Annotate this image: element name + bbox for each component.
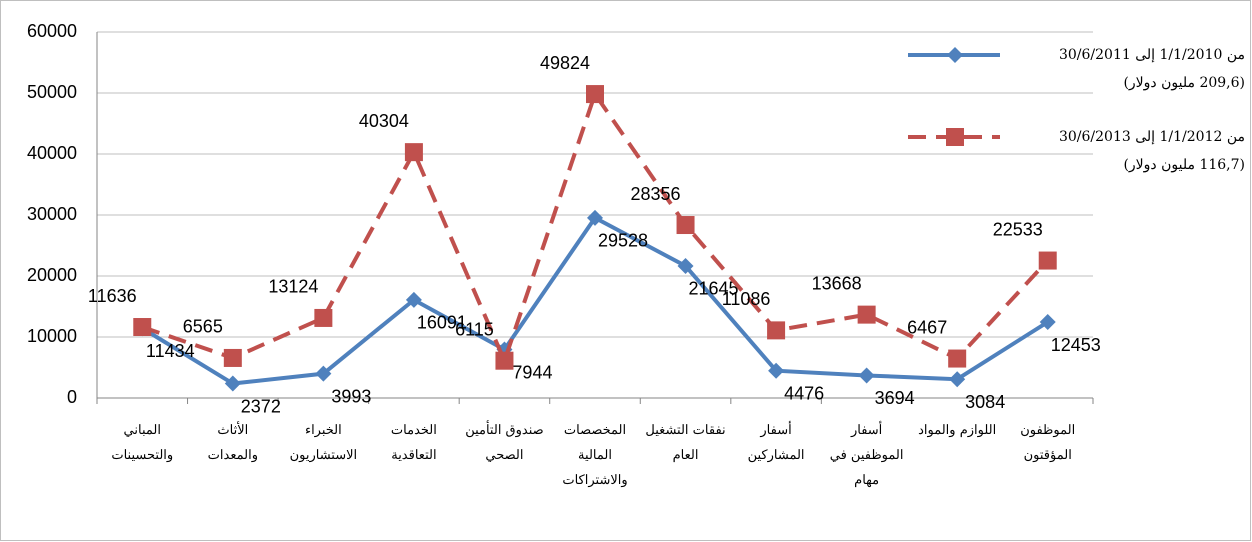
series-line xyxy=(141,215,1049,386)
y-tick-label: 20000 xyxy=(27,265,77,285)
y-tick-label: 30000 xyxy=(27,204,77,224)
x-tick-label: الأثاث والمعدات xyxy=(207,423,258,463)
marker xyxy=(949,371,966,388)
marker xyxy=(677,257,694,274)
marker xyxy=(314,308,333,327)
y-tick-label: 40000 xyxy=(27,143,77,163)
data-label: 3084 xyxy=(965,392,1005,412)
legend-label: من 1/1/2012 إلى 30/6/2013 (116,7 مليون د… xyxy=(1058,129,1245,173)
x-tick-label: أسفار الموظفين في مهام xyxy=(829,423,904,488)
data-label: 28356 xyxy=(631,184,681,204)
y-tick-label: 10000 xyxy=(27,326,77,346)
data-label: 11434 xyxy=(146,341,195,361)
data-label: 6115 xyxy=(455,319,494,339)
data-label: 16091 xyxy=(417,313,467,333)
marker xyxy=(223,348,242,367)
marker xyxy=(404,143,423,162)
data-label: 2372 xyxy=(241,396,281,416)
x-tick-label: المباني والتحسينات xyxy=(111,423,174,463)
data-label: 12453 xyxy=(1051,335,1101,355)
marker xyxy=(767,321,786,340)
marker xyxy=(1039,314,1056,331)
data-label: 6467 xyxy=(907,317,947,337)
data-label: 7944 xyxy=(512,362,552,382)
data-label: 21645 xyxy=(689,279,739,299)
marker xyxy=(858,367,875,384)
marker xyxy=(676,216,695,235)
x-tick-label: الخدمات التعاقدية xyxy=(390,423,437,463)
marker xyxy=(315,365,332,382)
data-label: 4476 xyxy=(784,383,824,403)
data-label: 40304 xyxy=(359,111,409,131)
series-line xyxy=(141,89,1050,367)
data-label: 49824 xyxy=(540,53,590,73)
data-label: 3694 xyxy=(875,388,915,408)
y-tick-label: 0 xyxy=(67,387,77,407)
data-label: 11636 xyxy=(88,286,137,306)
legend-marker xyxy=(947,47,963,63)
x-tick-label: صندوق التأمين الصحي xyxy=(465,423,544,463)
data-label: 3993 xyxy=(331,386,371,406)
x-tick-label: أسفار المشاركين xyxy=(747,423,805,463)
marker xyxy=(133,318,152,337)
legend-marker xyxy=(946,128,964,146)
y-tick-label: 60000 xyxy=(27,21,77,41)
marker xyxy=(405,291,422,308)
data-label: 13124 xyxy=(268,277,318,297)
marker xyxy=(495,351,514,370)
y-tick-label: 50000 xyxy=(27,82,77,102)
x-tick-label: المخصصات المالية والاشتراكات xyxy=(562,423,628,488)
marker xyxy=(586,85,604,104)
x-tick-label: نفقات التشغيل العام xyxy=(645,423,726,463)
data-label: 11086 xyxy=(722,289,771,309)
marker xyxy=(857,305,876,324)
marker xyxy=(768,362,785,379)
data-label: 6565 xyxy=(183,317,223,337)
data-label: 22533 xyxy=(993,219,1043,239)
x-tick-label: اللوازم والمواد xyxy=(918,423,997,438)
marker xyxy=(948,349,967,368)
marker xyxy=(224,375,241,392)
data-label: 13668 xyxy=(812,273,862,293)
marker xyxy=(587,209,603,226)
x-tick-label: الخبراء الاستشاريون xyxy=(289,423,358,463)
x-tick-label: الموظفون المؤقتون xyxy=(1020,423,1076,463)
marker xyxy=(1038,251,1057,270)
data-label: 29528 xyxy=(598,231,648,251)
legend-label: من 1/1/2010 إلى 30/6/2011 (209,6 مليون د… xyxy=(1058,47,1245,91)
